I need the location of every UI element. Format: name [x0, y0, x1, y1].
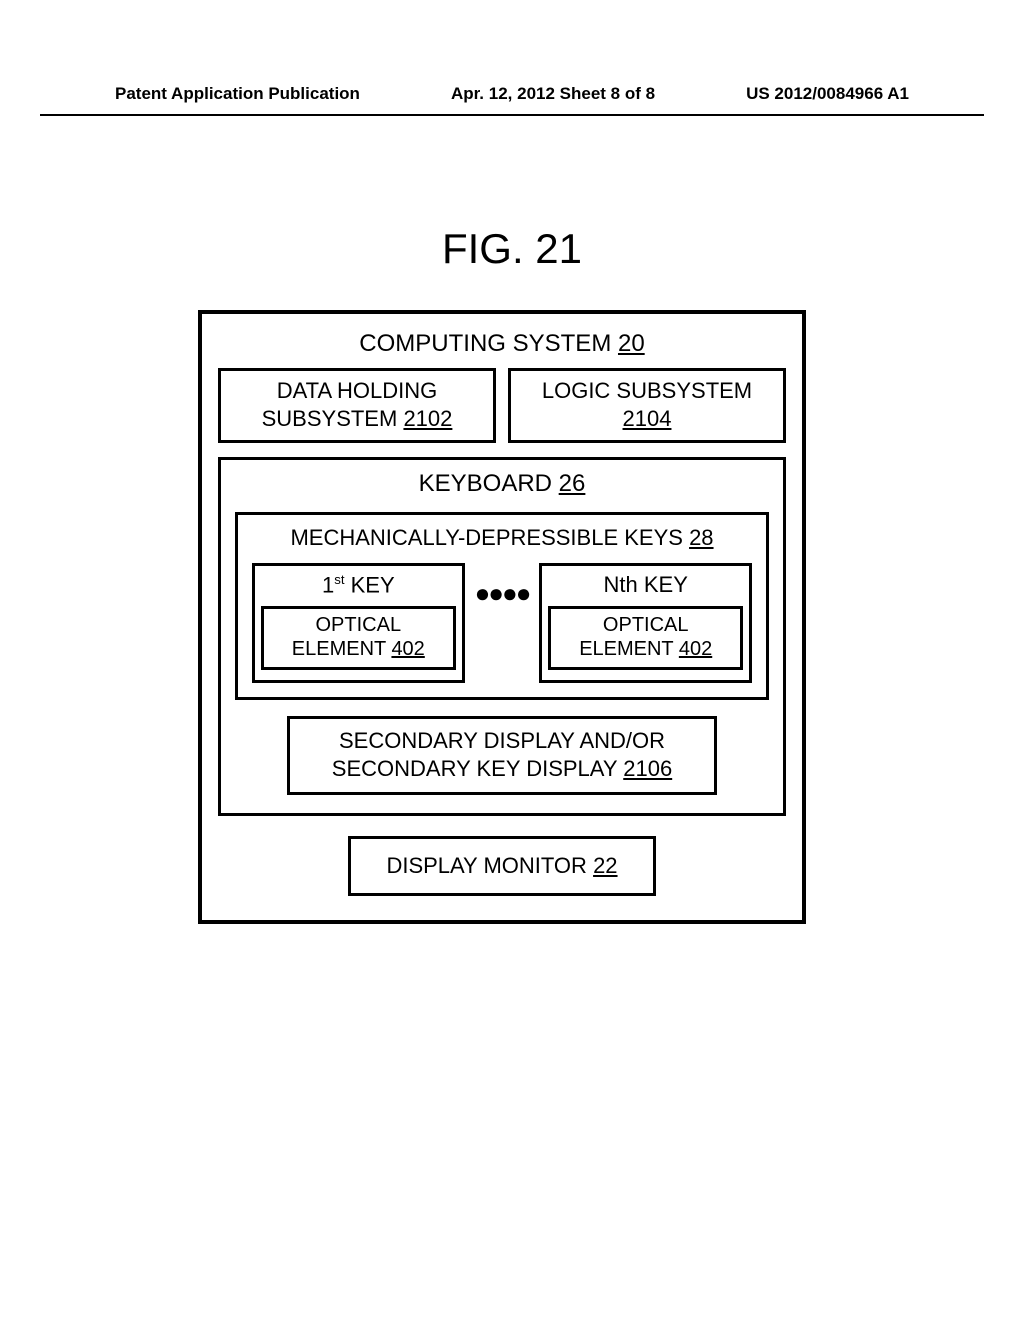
optical-box-1: OPTICAL ELEMENT 402: [261, 606, 456, 670]
optical-line1-b: OPTICAL: [557, 613, 734, 637]
header-rule: [40, 114, 984, 116]
display-monitor-label: DISPLAY MONITOR: [386, 853, 587, 878]
computing-system-ref: 20: [618, 330, 645, 357]
mech-keys-title: MECHANICALLY-DEPRESSIBLE KEYS 28: [252, 525, 752, 551]
secondary-display-box: SECONDARY DISPLAY AND/OR SECONDARY KEY D…: [287, 716, 717, 795]
computing-system-box: COMPUTING SYSTEM 20 DATA HOLDING SUBSYST…: [198, 310, 806, 924]
optical-line1-a: OPTICAL: [270, 613, 447, 637]
computing-system-title: COMPUTING SYSTEM 20: [218, 330, 786, 358]
logic-subsystem-box: LOGIC SUBSYSTEM 2104: [508, 368, 786, 443]
secondary-ref: 2106: [623, 756, 672, 781]
header-right: US 2012/0084966 A1: [746, 84, 909, 104]
subsystems-row: DATA HOLDING SUBSYSTEM 2102 LOGIC SUBSYS…: [218, 368, 786, 443]
keyboard-title: KEYBOARD 26: [235, 470, 769, 498]
logic-subsystem-ref: 2104: [515, 405, 779, 433]
header-center: Apr. 12, 2012 Sheet 8 of 8: [451, 84, 655, 104]
secondary-line2: SECONDARY KEY DISPLAY 2106: [298, 755, 706, 783]
optical-ref-a: 402: [391, 638, 424, 660]
optical-box-n: OPTICAL ELEMENT 402: [548, 606, 743, 670]
keyboard-box: KEYBOARD 26 MECHANICALLY-DEPRESSIBLE KEY…: [218, 457, 786, 816]
key-n-box: Nth KEY OPTICAL ELEMENT 402: [539, 563, 752, 683]
data-holding-box: DATA HOLDING SUBSYSTEM 2102: [218, 368, 496, 443]
keys-row: 1st KEY OPTICAL ELEMENT 402 ●●●● Nth KEY…: [252, 563, 752, 683]
ellipsis-dots: ●●●●: [475, 587, 530, 660]
display-monitor-ref: 22: [593, 853, 617, 878]
optical-ref-b: 402: [679, 638, 712, 660]
mech-keys-ref: 28: [689, 525, 713, 550]
display-monitor-box: DISPLAY MONITOR 22: [348, 836, 656, 896]
key-1-box: 1st KEY OPTICAL ELEMENT 402: [252, 563, 465, 683]
mech-keys-label: MECHANICALLY-DEPRESSIBLE KEYS: [290, 525, 682, 550]
secondary-line1: SECONDARY DISPLAY AND/OR: [298, 727, 706, 755]
header-left: Patent Application Publication: [115, 84, 360, 104]
data-holding-line2: SUBSYSTEM 2102: [225, 405, 489, 433]
figure-title: FIG. 21: [0, 225, 1024, 273]
keyboard-ref: 26: [559, 470, 586, 497]
key-1-label: 1st KEY: [261, 572, 456, 598]
optical-line2-a: ELEMENT 402: [270, 637, 447, 661]
computing-system-label: COMPUTING SYSTEM: [359, 330, 611, 357]
data-holding-line1: DATA HOLDING: [225, 377, 489, 405]
logic-subsystem-line1: LOGIC SUBSYSTEM: [515, 377, 779, 405]
data-holding-ref: 2102: [403, 406, 452, 431]
keyboard-label: KEYBOARD: [419, 470, 552, 497]
optical-line2-b: ELEMENT 402: [557, 637, 734, 661]
mech-keys-box: MECHANICALLY-DEPRESSIBLE KEYS 28 1st KEY…: [235, 512, 769, 700]
key-n-label: Nth KEY: [548, 572, 743, 598]
page-header: Patent Application Publication Apr. 12, …: [115, 84, 909, 104]
